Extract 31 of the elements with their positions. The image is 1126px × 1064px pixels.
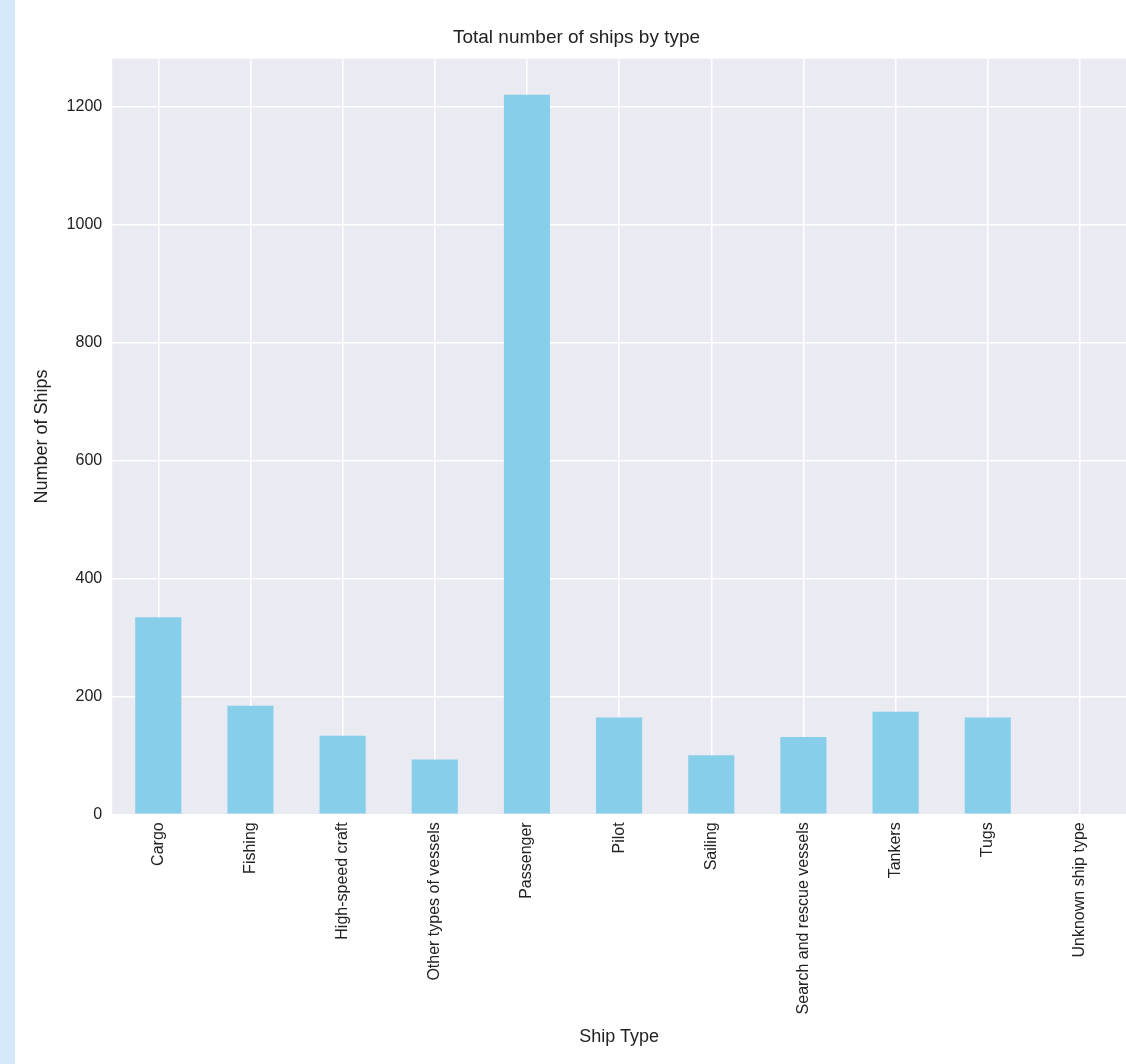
y-tick-label: 200: [75, 686, 103, 704]
x-tick-label: Tugs: [978, 822, 996, 858]
bar: [503, 94, 550, 814]
bar: [227, 705, 274, 814]
y-axis-title: Number of Ships: [30, 369, 51, 504]
y-tick-label: 1000: [66, 214, 103, 232]
bar: [596, 717, 643, 814]
y-tick-label: 1200: [66, 96, 103, 114]
y-tick-label: 800: [75, 332, 103, 350]
x-tick-label: Fishing: [240, 822, 258, 874]
x-tick-label: Other types of vessels: [425, 822, 443, 981]
bar: [319, 735, 366, 814]
x-tick-label: High-speed craft: [333, 821, 351, 940]
x-tick-label: Search and rescue vessels: [793, 822, 811, 1015]
x-tick-label: Cargo: [148, 822, 166, 866]
x-tick-label: Pilot: [609, 821, 627, 854]
bar: [872, 711, 919, 814]
y-tick-label: 400: [75, 568, 103, 586]
y-tick-label: 0: [93, 804, 103, 822]
bar: [411, 759, 458, 814]
bar: [688, 755, 735, 814]
x-tick-label: Unknown ship type: [1070, 822, 1088, 958]
x-tick-label: Tankers: [886, 822, 903, 879]
chart-title: Total number of ships by type: [452, 25, 701, 47]
bar: [135, 617, 182, 814]
x-tick-label: Passenger: [517, 821, 535, 899]
x-axis-title: Ship Type: [579, 1026, 659, 1047]
y-tick-label: 600: [75, 450, 103, 468]
bar: [780, 737, 827, 814]
x-tick-label: Sailing: [701, 822, 719, 871]
bar: [964, 717, 1011, 814]
